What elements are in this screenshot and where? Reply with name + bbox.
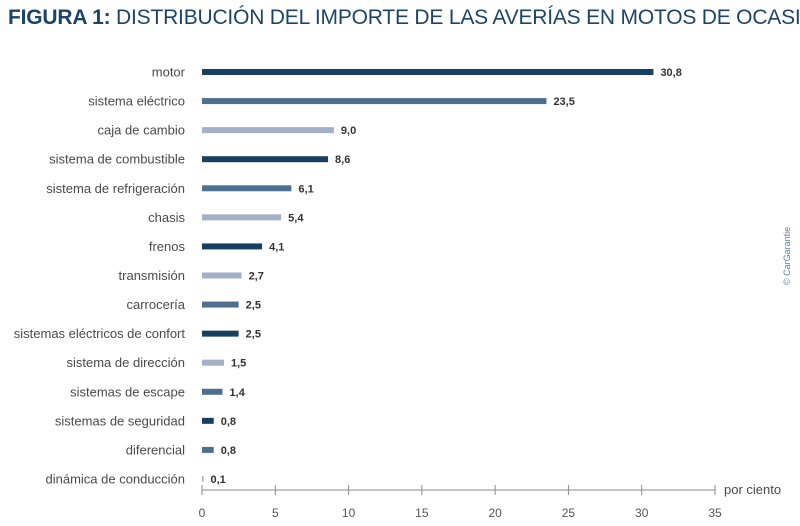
category-label: dinámica de conducción: [46, 471, 185, 486]
bar: [202, 301, 239, 308]
value-label: 8,6: [335, 154, 350, 166]
x-tick-label: 0: [199, 506, 206, 520]
value-label: 9,0: [341, 125, 356, 137]
category-label: chasis: [148, 210, 185, 225]
bar: [202, 475, 204, 482]
bar: [202, 156, 329, 163]
category-label: caja de cambio: [98, 123, 185, 138]
bar: [202, 243, 263, 250]
value-label: 30,8: [660, 67, 681, 79]
value-label: 1,5: [231, 358, 246, 370]
bar: [202, 446, 214, 453]
category-label: sistema de refrigeración: [46, 181, 185, 196]
credit-text: © CarGarantie: [782, 226, 792, 285]
value-label: 2,7: [249, 270, 264, 282]
x-tick-label: 35: [708, 506, 722, 520]
value-label: 0,8: [221, 445, 236, 457]
category-label: frenos: [149, 239, 186, 254]
value-label: 1,4: [230, 387, 246, 399]
bar: [202, 214, 282, 221]
category-label: sistema de dirección: [67, 355, 186, 370]
x-tick-label: 10: [342, 506, 356, 520]
value-label: 2,5: [246, 329, 261, 341]
x-axis-label: por ciento: [724, 482, 781, 497]
bar: [202, 185, 292, 192]
bar: [202, 98, 547, 105]
x-tick-label: 25: [562, 506, 576, 520]
bar: [202, 359, 224, 366]
bar: [202, 127, 334, 134]
category-label: motor: [152, 65, 186, 80]
category-label: diferencial: [126, 442, 185, 457]
category-label: sistema eléctrico: [88, 94, 185, 109]
category-label: sistemas de seguridad: [55, 413, 185, 428]
category-label: carrocería: [126, 297, 185, 312]
chart-title: FIGURA 1: DISTRIBUCIÓN DEL IMPORTE DE LA…: [8, 6, 800, 30]
bar: [202, 388, 223, 395]
value-label: 2,5: [246, 300, 261, 312]
bar: [202, 417, 214, 424]
x-tick-label: 15: [415, 506, 429, 520]
x-tick-label: 5: [272, 506, 279, 520]
value-label: 6,1: [298, 183, 313, 195]
value-label: 23,5: [553, 96, 574, 108]
category-label: transmisión: [119, 268, 185, 283]
category-label: sistemas eléctricos de confort: [14, 326, 186, 341]
title-prefix: FIGURA 1:: [8, 6, 111, 29]
category-label: sistemas de escape: [70, 384, 185, 399]
bar: [202, 330, 239, 337]
category-label: sistema de combustible: [49, 152, 185, 167]
value-label: 0,8: [221, 416, 236, 428]
bar: [202, 69, 654, 75]
value-label: 0,1: [211, 474, 226, 486]
x-tick-label: 30: [635, 506, 649, 520]
bar: [202, 272, 242, 279]
title-text: DISTRIBUCIÓN DEL IMPORTE DE LAS AVERÍAS …: [110, 6, 800, 29]
x-tick-label: 20: [488, 506, 502, 520]
value-label: 5,4: [288, 212, 304, 224]
value-label: 4,1: [269, 241, 284, 253]
